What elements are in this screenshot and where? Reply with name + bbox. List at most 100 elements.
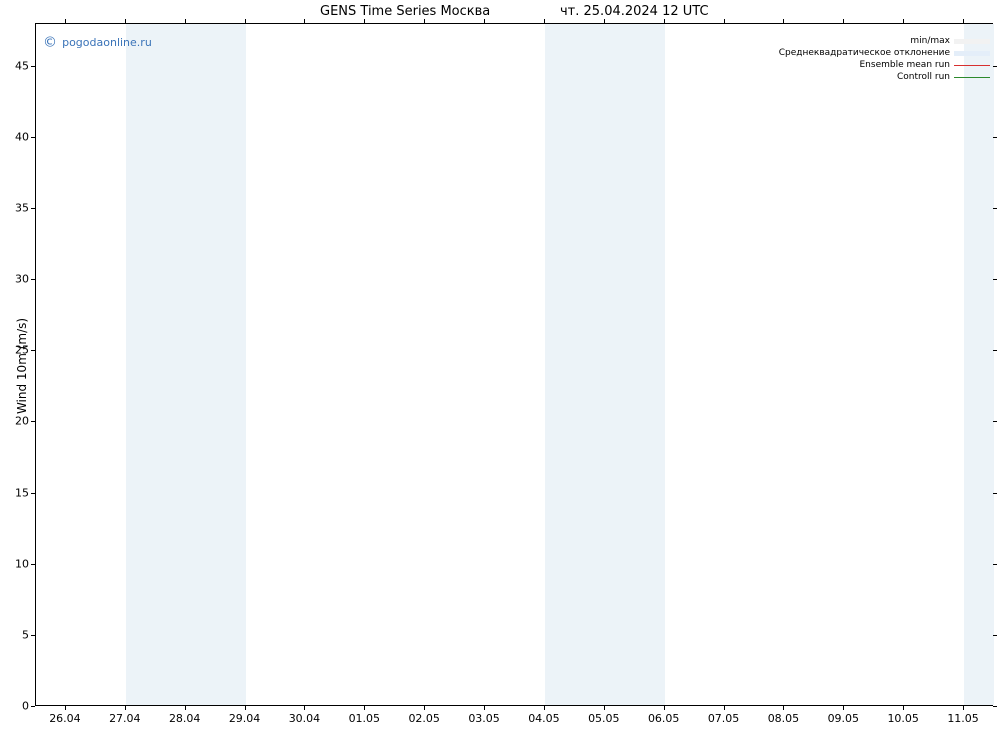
- legend-swatch: [954, 36, 990, 46]
- x-tick-mark: [544, 19, 545, 23]
- y-tick-mark: [31, 635, 35, 636]
- y-tick-mark: [993, 137, 997, 138]
- x-tick-mark: [903, 19, 904, 23]
- x-tick-mark: [484, 19, 485, 23]
- x-tick-mark: [783, 19, 784, 23]
- x-tick-label: 28.04: [169, 712, 201, 725]
- x-tick-mark: [963, 706, 964, 710]
- chart-root: GENS Time Series Москва чт. 25.04.2024 1…: [0, 0, 1000, 733]
- y-tick-label: 35: [15, 201, 29, 214]
- y-tick-mark: [993, 706, 997, 707]
- y-tick-mark: [31, 706, 35, 707]
- x-tick-mark: [125, 706, 126, 710]
- y-tick-mark: [993, 564, 997, 565]
- y-tick-label: 40: [15, 130, 29, 143]
- legend-swatch: [954, 60, 990, 70]
- y-tick-label: 30: [15, 273, 29, 286]
- y-tick-mark: [993, 66, 997, 67]
- chart-title-series: GENS Time Series Москва: [320, 4, 490, 19]
- watermark-text: pogodaonline.ru: [62, 36, 152, 49]
- weekend-band: [126, 24, 246, 705]
- y-axis-label: Wind 10m (m/s): [15, 316, 29, 416]
- x-tick-label: 01.05: [349, 712, 381, 725]
- legend-label: Среднеквадратическое отклонение: [779, 48, 950, 58]
- legend-label: Ensemble mean run: [860, 60, 951, 70]
- x-tick-label: 04.05: [528, 712, 560, 725]
- y-tick-mark: [31, 66, 35, 67]
- copyright-symbol: ©: [43, 35, 57, 51]
- x-tick-label: 29.04: [229, 712, 261, 725]
- x-tick-label: 26.04: [49, 712, 81, 725]
- x-tick-mark: [724, 706, 725, 710]
- x-tick-mark: [484, 706, 485, 710]
- x-tick-mark: [724, 19, 725, 23]
- y-tick-mark: [31, 137, 35, 138]
- x-tick-mark: [364, 19, 365, 23]
- watermark: © pogodaonline.ru: [43, 32, 152, 51]
- x-tick-mark: [604, 706, 605, 710]
- x-tick-mark: [843, 706, 844, 710]
- y-tick-mark: [993, 635, 997, 636]
- x-tick-label: 30.04: [289, 712, 321, 725]
- x-tick-label: 07.05: [708, 712, 740, 725]
- legend: min/max Среднеквадратическое отклонение En…: [779, 35, 990, 83]
- y-tick-mark: [993, 350, 997, 351]
- x-tick-mark: [903, 706, 904, 710]
- x-tick-mark: [364, 706, 365, 710]
- legend-item: min/max: [779, 35, 990, 47]
- x-tick-label: 05.05: [588, 712, 620, 725]
- y-tick-label: 0: [22, 700, 29, 713]
- y-tick-label: 45: [15, 59, 29, 72]
- y-tick-label: 10: [15, 557, 29, 570]
- y-tick-mark: [993, 421, 997, 422]
- x-tick-mark: [65, 19, 66, 23]
- x-tick-mark: [664, 706, 665, 710]
- x-tick-mark: [783, 706, 784, 710]
- x-tick-label: 08.05: [768, 712, 800, 725]
- y-tick-mark: [31, 564, 35, 565]
- x-tick-label: 10.05: [887, 712, 919, 725]
- weekend-band: [545, 24, 665, 705]
- x-tick-mark: [245, 706, 246, 710]
- x-tick-mark: [424, 19, 425, 23]
- x-tick-mark: [245, 19, 246, 23]
- y-tick-label: 25: [15, 344, 29, 357]
- x-tick-label: 09.05: [828, 712, 860, 725]
- legend-item: Среднеквадратическое отклонение: [779, 47, 990, 59]
- x-tick-mark: [125, 19, 126, 23]
- y-tick-mark: [31, 350, 35, 351]
- legend-label: min/max: [910, 36, 950, 46]
- x-tick-mark: [963, 19, 964, 23]
- x-tick-mark: [843, 19, 844, 23]
- x-tick-label: 02.05: [408, 712, 440, 725]
- x-tick-mark: [185, 706, 186, 710]
- x-tick-mark: [304, 19, 305, 23]
- legend-swatch: [954, 48, 990, 58]
- y-tick-mark: [31, 493, 35, 494]
- y-tick-mark: [31, 208, 35, 209]
- y-tick-mark: [993, 279, 997, 280]
- x-tick-label: 27.04: [109, 712, 141, 725]
- legend-item: Ensemble mean run: [779, 59, 990, 71]
- y-tick-mark: [31, 421, 35, 422]
- legend-label: Controll run: [897, 72, 950, 82]
- y-tick-label: 20: [15, 415, 29, 428]
- x-tick-label: 11.05: [947, 712, 979, 725]
- y-tick-mark: [993, 493, 997, 494]
- x-tick-mark: [664, 19, 665, 23]
- x-tick-mark: [604, 19, 605, 23]
- weekend-band: [964, 24, 994, 705]
- y-tick-mark: [31, 279, 35, 280]
- x-tick-mark: [65, 706, 66, 710]
- chart-title-runtime: чт. 25.04.2024 12 UTC: [560, 4, 709, 19]
- y-tick-mark: [993, 208, 997, 209]
- x-tick-mark: [544, 706, 545, 710]
- x-tick-mark: [185, 19, 186, 23]
- y-tick-label: 15: [15, 486, 29, 499]
- x-tick-mark: [304, 706, 305, 710]
- x-tick-label: 06.05: [648, 712, 680, 725]
- legend-item: Controll run: [779, 71, 990, 83]
- y-tick-label: 5: [22, 628, 29, 641]
- x-tick-mark: [424, 706, 425, 710]
- plot-area: [35, 23, 993, 706]
